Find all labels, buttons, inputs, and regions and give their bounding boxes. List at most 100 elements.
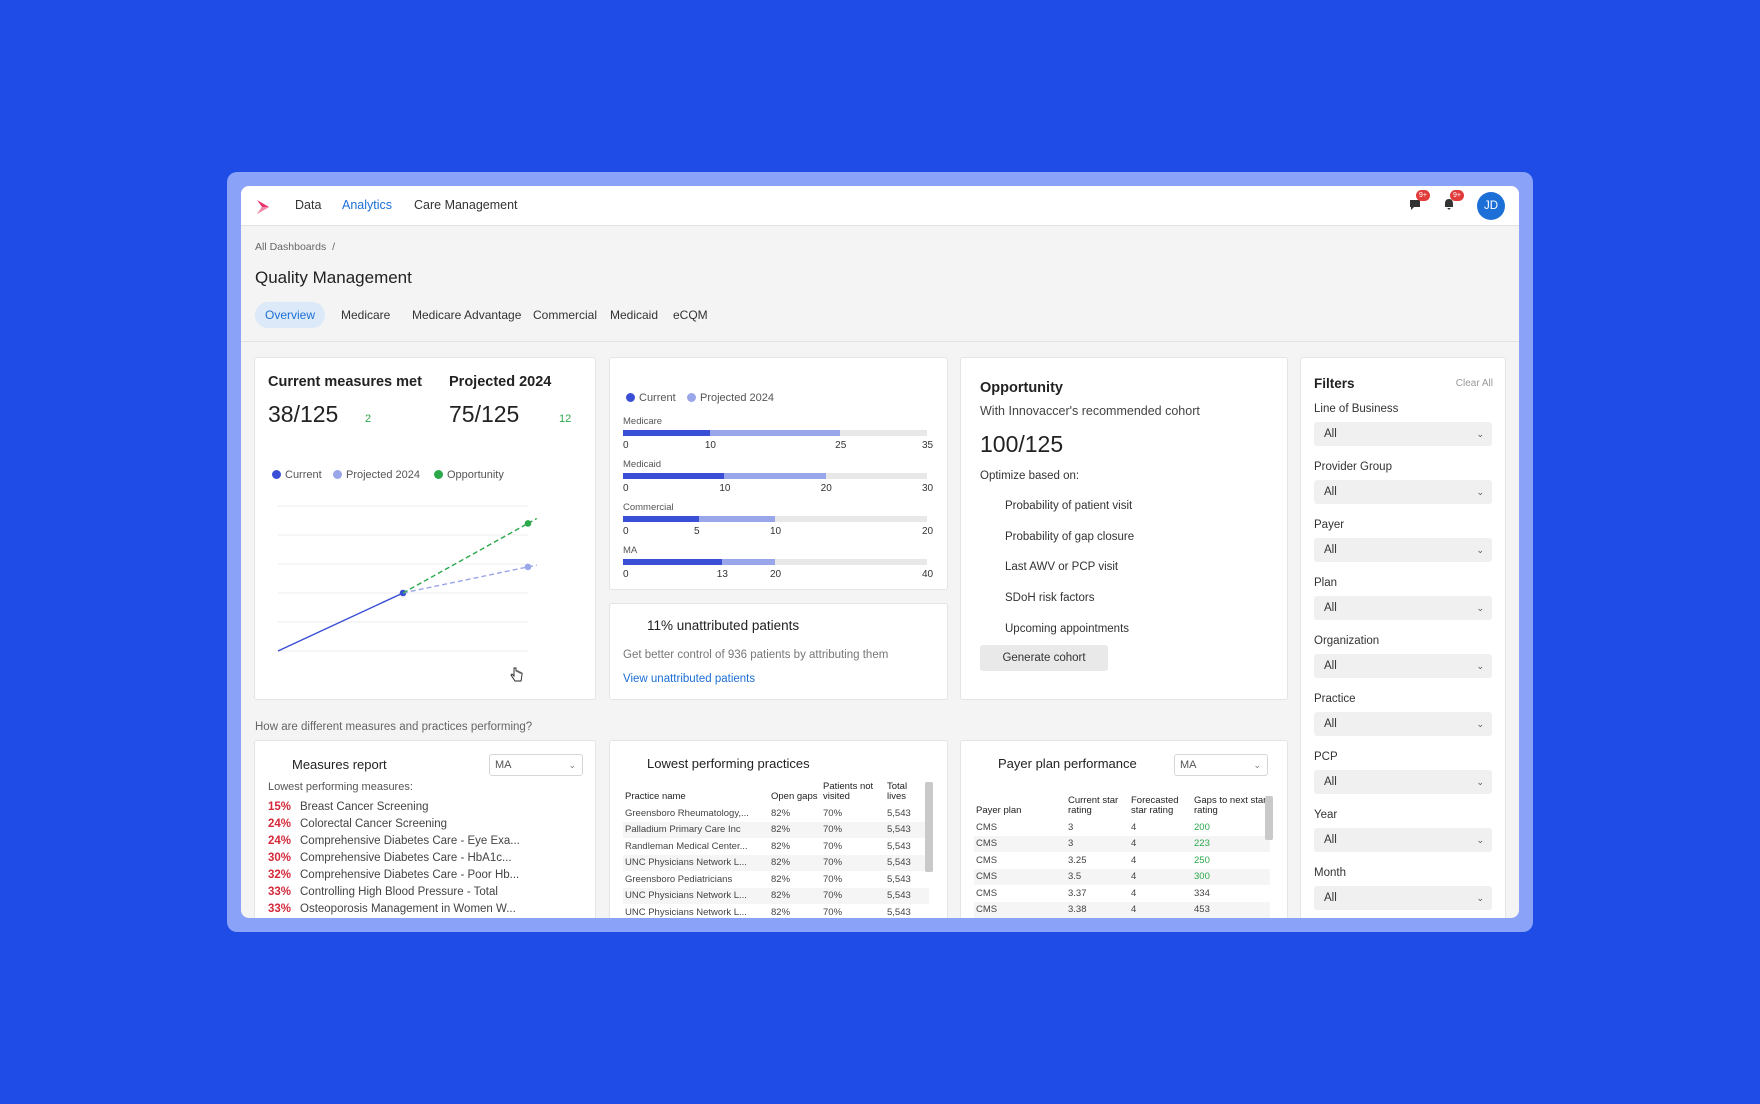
projected-delta: 12 <box>559 413 572 425</box>
bar-tick-ma: 40 <box>922 569 934 580</box>
projected-value: 75/125 <box>449 401 520 427</box>
optimize-item-patient-visit: Probability of patient visit <box>1005 500 1133 512</box>
bar-tick-medicare: 0 <box>623 440 629 451</box>
payer-header-forecasted[interactable]: Forecasted star rating <box>1131 795 1179 816</box>
view-unattributed-link[interactable]: View unattributed patients <box>623 673 756 685</box>
measure-row[interactable]: 33% Osteoporosis Management in Women W... <box>268 903 516 915</box>
table-row[interactable]: CMS 3 4 223 <box>974 835 1270 852</box>
tab-medicare-advantage[interactable]: Medicare Advantage <box>412 308 522 322</box>
clear-all-button[interactable]: Clear All <box>1455 378 1493 389</box>
tab-ecqm[interactable]: eCQM <box>673 308 708 322</box>
table-row[interactable]: UNC Physicians Network L... 82% 70% 5,543 <box>623 854 929 871</box>
table-row[interactable]: Palladium Primary Care Inc 82% 70% 5,543 <box>623 821 929 838</box>
table-row[interactable]: Randleman Medical Center... 82% 70% 5,543 <box>623 838 929 855</box>
table-cell: 3.37 <box>1068 887 1087 899</box>
bar-tick-medicare: 35 <box>922 440 934 451</box>
bar-legend-projected-label: Projected 2024 <box>700 392 774 404</box>
measure-row[interactable]: 30% Comprehensive Diabetes Care - HbA1c..… <box>268 852 512 864</box>
table-cell: Greensboro Rheumatology,... <box>625 807 749 819</box>
filter-value: All <box>1324 428 1337 440</box>
nav-analytics[interactable]: Analytics <box>342 198 393 212</box>
bar-projected-medicaid[interactable] <box>623 473 826 479</box>
nav-data[interactable]: Data <box>295 198 322 212</box>
payer-scroll-thumb[interactable] <box>1265 796 1273 840</box>
table-row[interactable]: CMS 3 4 200 <box>974 819 1270 836</box>
table-row[interactable]: CMS 3.25 4 250 <box>974 852 1270 869</box>
table-row[interactable]: CMS 3.5 4 300 <box>974 868 1270 885</box>
table-row[interactable]: UNC Physicians Network L... 82% 70% 5,543 <box>623 904 929 918</box>
practices-header-total-lives[interactable]: Total lives <box>887 781 908 802</box>
filter-label-line-of-business: Line of Business <box>1314 403 1399 415</box>
payer-header-current[interactable]: Current star rating <box>1068 795 1119 816</box>
measure-row[interactable]: 24% Colorectal Cancer Screening <box>268 818 447 830</box>
practices-scroll-thumb[interactable] <box>925 782 933 872</box>
series-point-opportunity[interactable] <box>524 520 532 527</box>
bar-current-commercial[interactable] <box>623 516 699 522</box>
practices-header-not-visited[interactable]: Patients not visited <box>823 781 874 802</box>
table-cell: 200 <box>1194 821 1210 833</box>
top-nav: Data Analytics Care Management 9+ 9+ JD <box>241 186 1519 226</box>
measure-row[interactable]: 33% Controlling High Blood Pressure - Tot… <box>268 886 498 898</box>
measures-report-select[interactable]: MA ⌄ <box>489 754 583 776</box>
table-row[interactable]: Greensboro Pediatricians 82% 70% 5,543 <box>623 871 929 888</box>
legend-current-dot <box>272 470 281 479</box>
generate-cohort-button[interactable]: Generate cohort <box>980 645 1108 671</box>
table-row[interactable]: CMS 3.38 4 453 <box>974 901 1270 918</box>
filter-select-plan[interactable]: All ⌄ <box>1314 596 1492 620</box>
practices-scrollbar[interactable] <box>925 782 933 872</box>
measure-row[interactable]: 15% Breast Cancer Screening <box>268 801 428 813</box>
payer-plan-select[interactable]: MA ⌄ <box>1174 754 1268 776</box>
table-row[interactable]: UNC Physicians Network L... 82% 70% 5,543 <box>623 887 929 904</box>
measure-percent: 33% <box>268 903 292 915</box>
optimize-item-last-awv: Last AWV or PCP visit <box>1005 561 1119 573</box>
table-row[interactable]: CMS 3.37 4 334 <box>974 885 1270 902</box>
filter-value: All <box>1324 834 1337 846</box>
practices-card: Lowest performing practices Practice nam… <box>609 740 948 918</box>
practices-header-open-gaps[interactable]: Open gaps <box>771 791 818 802</box>
measure-percent: 32% <box>268 869 292 881</box>
payer-header-gaps[interactable]: Gaps to next star rating <box>1194 795 1267 816</box>
bar-current-ma[interactable] <box>623 559 722 565</box>
user-avatar[interactable]: JD <box>1477 192 1505 220</box>
table-cell: UNC Physicians Network L... <box>623 887 769 904</box>
filter-select-month[interactable]: All ⌄ <box>1314 886 1492 910</box>
chevron-down-icon: ⌄ <box>1476 603 1484 613</box>
filter-select-line-of-business[interactable]: All ⌄ <box>1314 422 1492 446</box>
tab-medicaid[interactable]: Medicaid <box>610 308 659 322</box>
payer-header-plan[interactable]: Payer plan <box>976 805 1022 816</box>
breadcrumb-all-dashboards[interactable]: All Dashboards <box>255 241 327 253</box>
filter-select-provider-group[interactable]: All ⌄ <box>1314 480 1492 504</box>
measure-row[interactable]: 24% Comprehensive Diabetes Care - Eye Exa… <box>268 835 520 847</box>
filter-value: All <box>1324 602 1337 614</box>
filter-select-year[interactable]: All ⌄ <box>1314 828 1492 852</box>
lob-bar-chart-card: Current Projected 2024 Medicare 0 10 25 35 Me… <box>609 357 948 590</box>
filter-select-practice[interactable]: All ⌄ <box>1314 712 1492 736</box>
notifications-button[interactable]: 9+ <box>1442 190 1464 213</box>
table-cell: CMS <box>976 854 998 866</box>
table-cell: 223 <box>1192 835 1270 852</box>
payer-scrollbar[interactable] <box>1265 796 1273 840</box>
practices-header-name[interactable]: Practice name <box>625 791 686 802</box>
filter-select-pcp[interactable]: All ⌄ <box>1314 770 1492 794</box>
bar-current-medicare[interactable] <box>623 430 710 436</box>
nav-care-management[interactable]: Care Management <box>414 198 518 212</box>
current-measures-delta: 2 <box>365 413 372 425</box>
bar-projected-commercial[interactable] <box>623 516 775 522</box>
filter-value: All <box>1324 892 1337 904</box>
series-line-current <box>277 592 404 652</box>
measure-row[interactable]: 32% Comprehensive Diabetes Care - Poor Hb… <box>268 869 519 881</box>
filter-select-payer[interactable]: All ⌄ <box>1314 538 1492 562</box>
filter-select-organization[interactable]: All ⌄ <box>1314 654 1492 678</box>
chevron-down-icon: ⌄ <box>1476 835 1484 845</box>
table-row[interactable]: Greensboro Rheumatology,... 82% 70% 5,543 <box>623 805 929 822</box>
messages-button[interactable]: 9+ <box>1408 190 1430 213</box>
tab-overview[interactable]: Overview <box>255 302 326 328</box>
series-point-projected-2024[interactable] <box>524 563 532 571</box>
tab-commercial[interactable]: Commercial <box>533 308 598 322</box>
bar-projected-medicare[interactable] <box>623 430 841 436</box>
table-cell: 3 <box>1068 821 1074 833</box>
bar-current-medicaid[interactable] <box>623 473 725 479</box>
chevron-down-icon: ⌄ <box>1253 760 1261 770</box>
bar-legend-projected: Projected 2024 <box>687 392 774 404</box>
tab-medicare[interactable]: Medicare <box>341 308 391 322</box>
